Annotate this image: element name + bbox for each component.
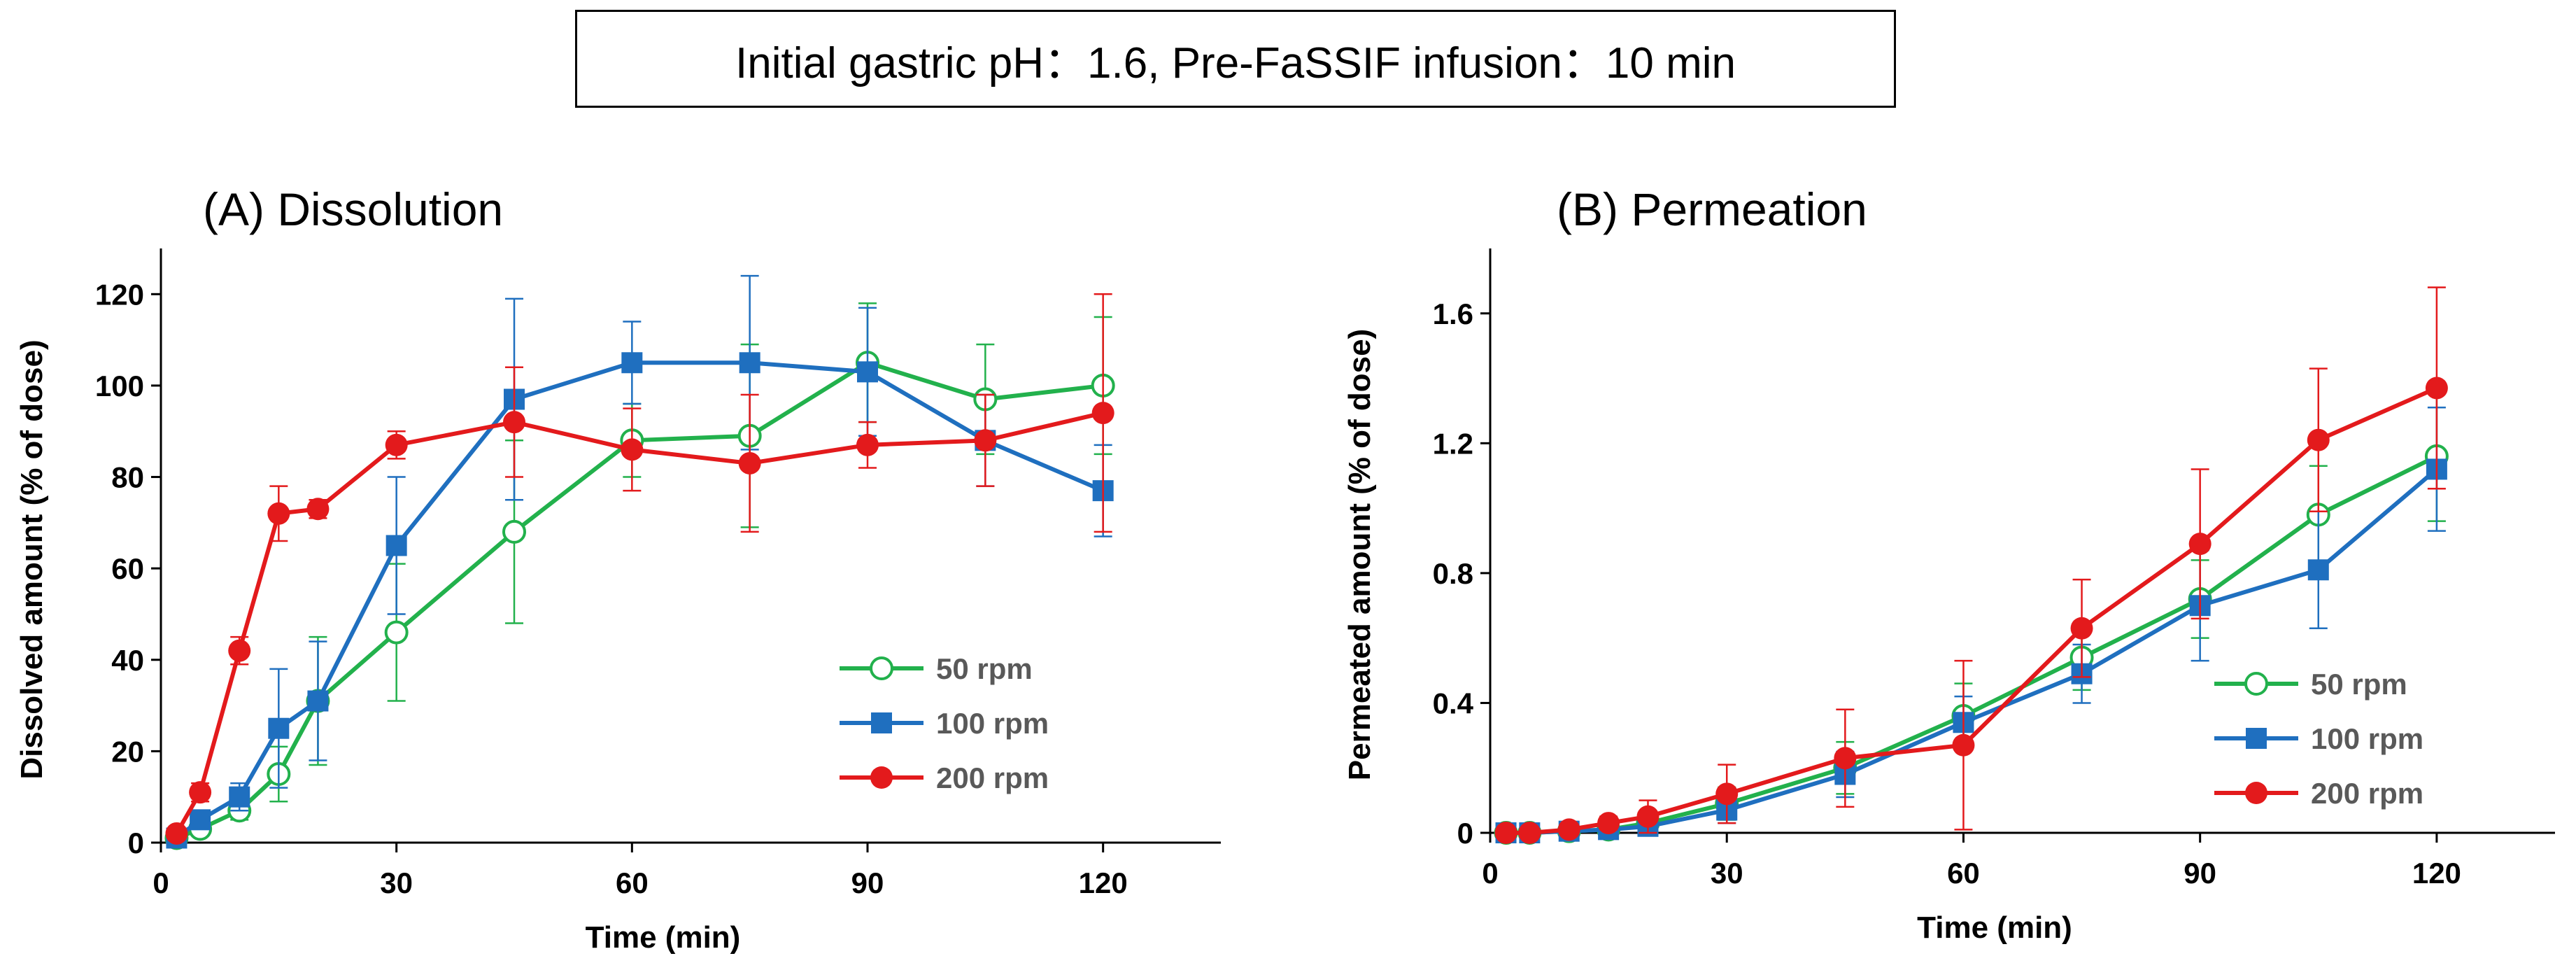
data-point xyxy=(1091,402,1114,425)
legend-marker xyxy=(870,656,893,680)
y-axis-title: Dissolved amount (% of dose) xyxy=(15,339,49,779)
legend-marker xyxy=(870,766,893,789)
data-point xyxy=(165,822,188,845)
legend-label: 100 rpm xyxy=(936,707,1049,740)
data-point xyxy=(738,451,761,475)
legend-marker xyxy=(2244,672,2268,696)
x-tick-label: 120 xyxy=(1079,866,1128,899)
legend-entry: 200 rpm xyxy=(840,761,1049,794)
data-point xyxy=(385,433,408,456)
x-tick-label: 0 xyxy=(153,866,169,899)
chart-a: (A) Dissolution 0 20 40 60 80 100 120 0 30 60 90 120… xyxy=(15,183,1221,955)
y-tick-label: 80 xyxy=(111,461,144,494)
data-point xyxy=(229,786,250,808)
series-100-rpm xyxy=(1495,407,2447,843)
y-tick-label: 0 xyxy=(1457,817,1473,850)
legend-label: 200 rpm xyxy=(936,761,1049,794)
y-axis-title: Permeated amount (% of dose) xyxy=(1343,329,1377,780)
y-tick-label: 100 xyxy=(95,370,144,402)
series-200-rpm xyxy=(165,293,1114,845)
data-point xyxy=(502,519,526,544)
y-tick-label: 0.8 xyxy=(1433,557,1473,590)
x-tick-label: 60 xyxy=(1947,857,1980,890)
series-line xyxy=(1506,386,2438,835)
legend-entry: 200 rpm xyxy=(2214,777,2423,810)
y-tick-label: 1.6 xyxy=(1433,297,1473,330)
data-point xyxy=(1952,733,1975,757)
data-point xyxy=(1557,818,1580,841)
x-tick-label: 30 xyxy=(1711,857,1743,890)
y-tick-label: 0.4 xyxy=(1433,687,1474,719)
legend-entry: 50 rpm xyxy=(840,652,1033,685)
legend-marker xyxy=(871,712,892,733)
figure-title-box: Initial gastric pH：1.6, Pre-FaSSIF infus… xyxy=(575,10,1896,108)
x-tick-label: 30 xyxy=(380,866,413,899)
data-point xyxy=(267,502,290,525)
data-point xyxy=(1597,812,1620,835)
series-200-rpm xyxy=(1494,286,2448,844)
data-point xyxy=(385,535,407,556)
series-line xyxy=(1506,468,2438,835)
data-point xyxy=(228,639,251,662)
data-point xyxy=(2425,377,2448,400)
x-tick-label: 90 xyxy=(2184,857,2216,890)
x-tick-label: 90 xyxy=(851,866,884,899)
legend-entry: 50 rpm xyxy=(2214,668,2407,701)
chart-b-title: (B) Permeation xyxy=(1557,183,1867,235)
series-line xyxy=(174,411,1104,835)
x-axis-title: Time (min) xyxy=(1917,911,2072,945)
legend-label: 100 rpm xyxy=(2311,722,2423,755)
y-tick-label: 40 xyxy=(111,644,144,677)
legend-marker xyxy=(2245,782,2267,804)
data-point xyxy=(974,429,997,452)
data-point xyxy=(190,809,211,831)
legend-label: 50 rpm xyxy=(2311,668,2407,701)
data-point xyxy=(857,361,878,383)
data-point xyxy=(2307,428,2330,451)
data-point xyxy=(307,690,329,712)
x-axis-title: Time (min) xyxy=(586,920,741,955)
legend-label: 50 rpm xyxy=(936,652,1033,685)
data-point xyxy=(1715,782,1739,806)
legend-entry: 100 rpm xyxy=(840,707,1049,740)
y-tick-label: 20 xyxy=(111,735,144,768)
legend-marker xyxy=(2246,728,2267,749)
data-point xyxy=(2070,617,2093,640)
data-point xyxy=(1636,805,1659,828)
data-point xyxy=(621,352,643,374)
data-point xyxy=(189,781,212,804)
data-point xyxy=(384,620,409,645)
y-tick-label: 120 xyxy=(95,278,144,311)
data-point xyxy=(1494,822,1517,844)
x-tick-label: 120 xyxy=(2412,857,2461,890)
x-tick-label: 60 xyxy=(616,866,649,899)
series-50-rpm xyxy=(1494,390,2449,845)
figure-title: Initial gastric pH：1.6, Pre-FaSSIF infus… xyxy=(735,39,1736,87)
data-point xyxy=(2188,533,2211,556)
chart-b: (B) Permeation 0 0.4 0.8 1.2 1.6 0 30 60 90 120 Tim… xyxy=(1343,183,2555,945)
y-tick-label: 1.2 xyxy=(1433,427,1473,460)
data-point xyxy=(2307,559,2329,581)
data-point xyxy=(503,411,525,434)
y-tick-label: 60 xyxy=(111,552,144,585)
data-point xyxy=(739,352,760,374)
legend-label: 200 rpm xyxy=(2311,777,2423,810)
data-point xyxy=(1834,747,1857,770)
data-point xyxy=(268,717,290,739)
data-point xyxy=(1518,822,1541,844)
chart-a-title: (A) Dissolution xyxy=(203,183,503,235)
data-point xyxy=(621,438,644,461)
y-tick-label: 0 xyxy=(128,827,144,859)
data-point xyxy=(306,498,330,521)
data-point xyxy=(856,433,879,456)
legend-entry: 100 rpm xyxy=(2214,722,2423,755)
series-line xyxy=(1506,454,2438,835)
x-tick-label: 0 xyxy=(1482,857,1498,890)
